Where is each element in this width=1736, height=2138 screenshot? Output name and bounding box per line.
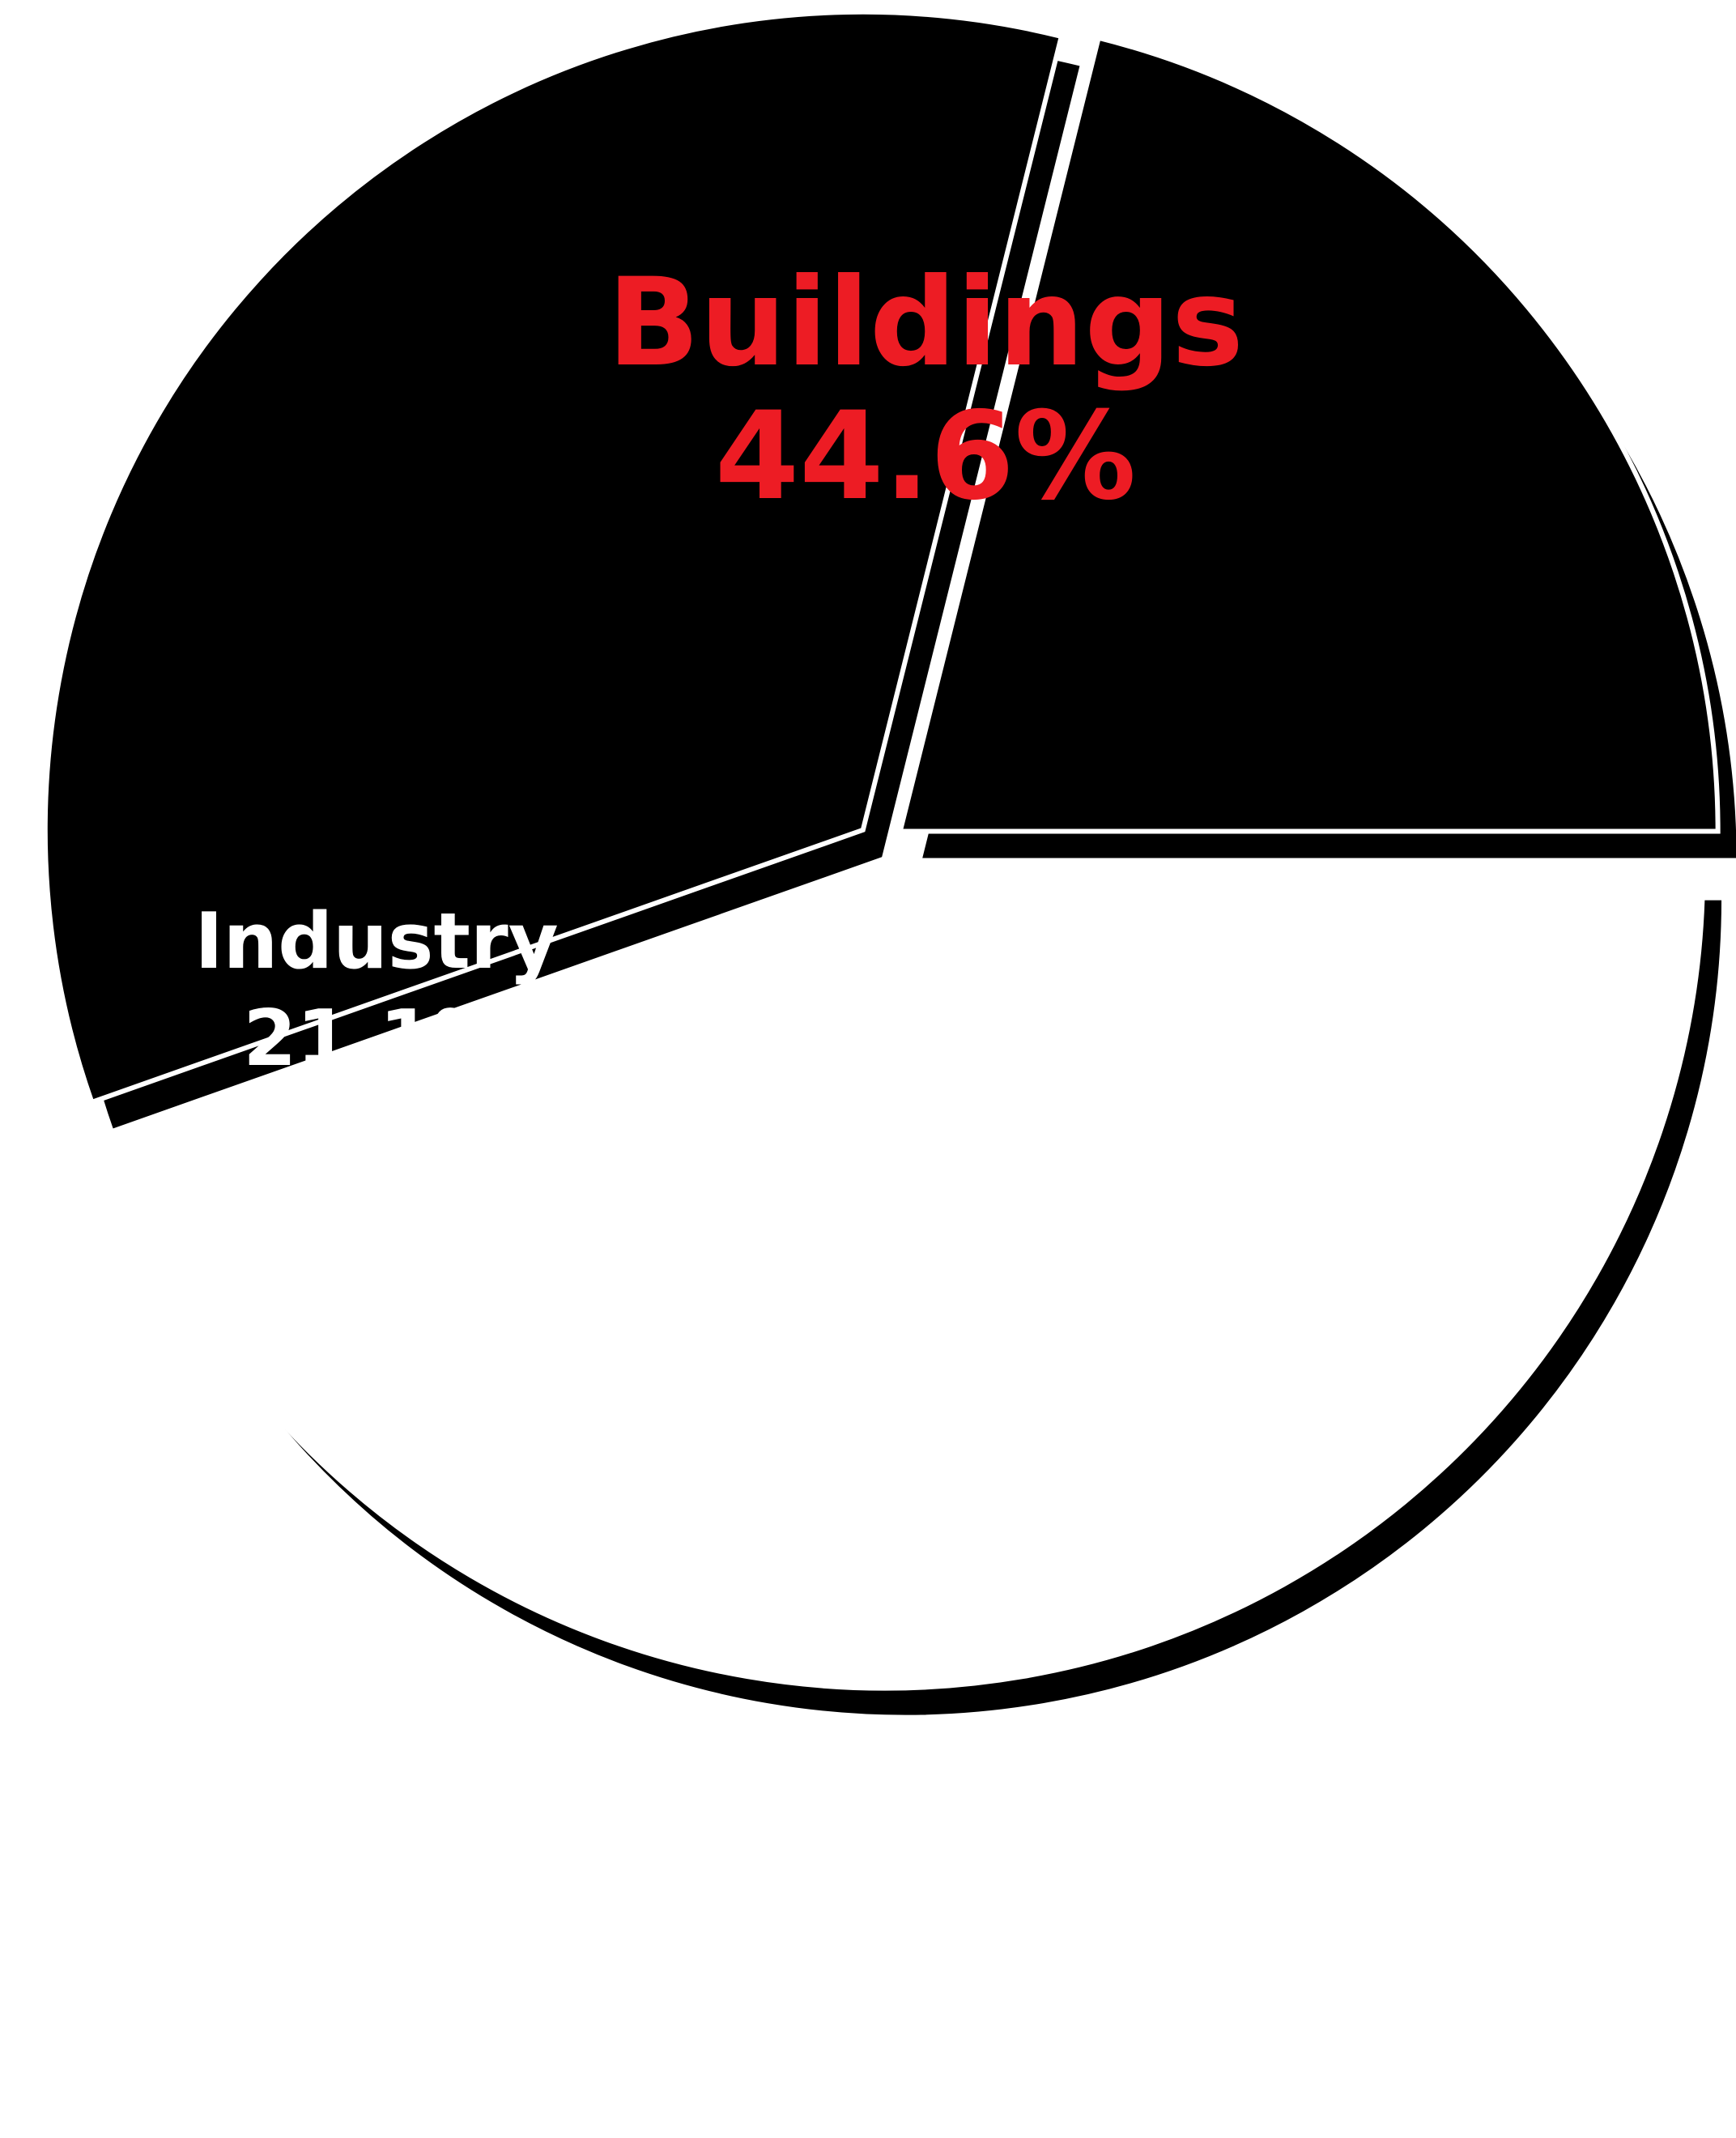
slice-transportation: [42, 9, 1065, 1105]
slice-label-industry: Industry: [194, 897, 558, 986]
slice-value-transportation: 34.3%: [1045, 1148, 1312, 1237]
slice-industry: [896, 35, 1721, 834]
slice-label-transportation: Transportation: [858, 1059, 1498, 1148]
slice-faces: [42, 9, 1721, 1691]
slice-label-buildings: Buildings: [607, 253, 1244, 394]
slice-value-buildings: 44.6%: [715, 386, 1136, 527]
slice-buildings: [110, 867, 1706, 1691]
slice-value-industry: 21.1%: [243, 994, 510, 1084]
